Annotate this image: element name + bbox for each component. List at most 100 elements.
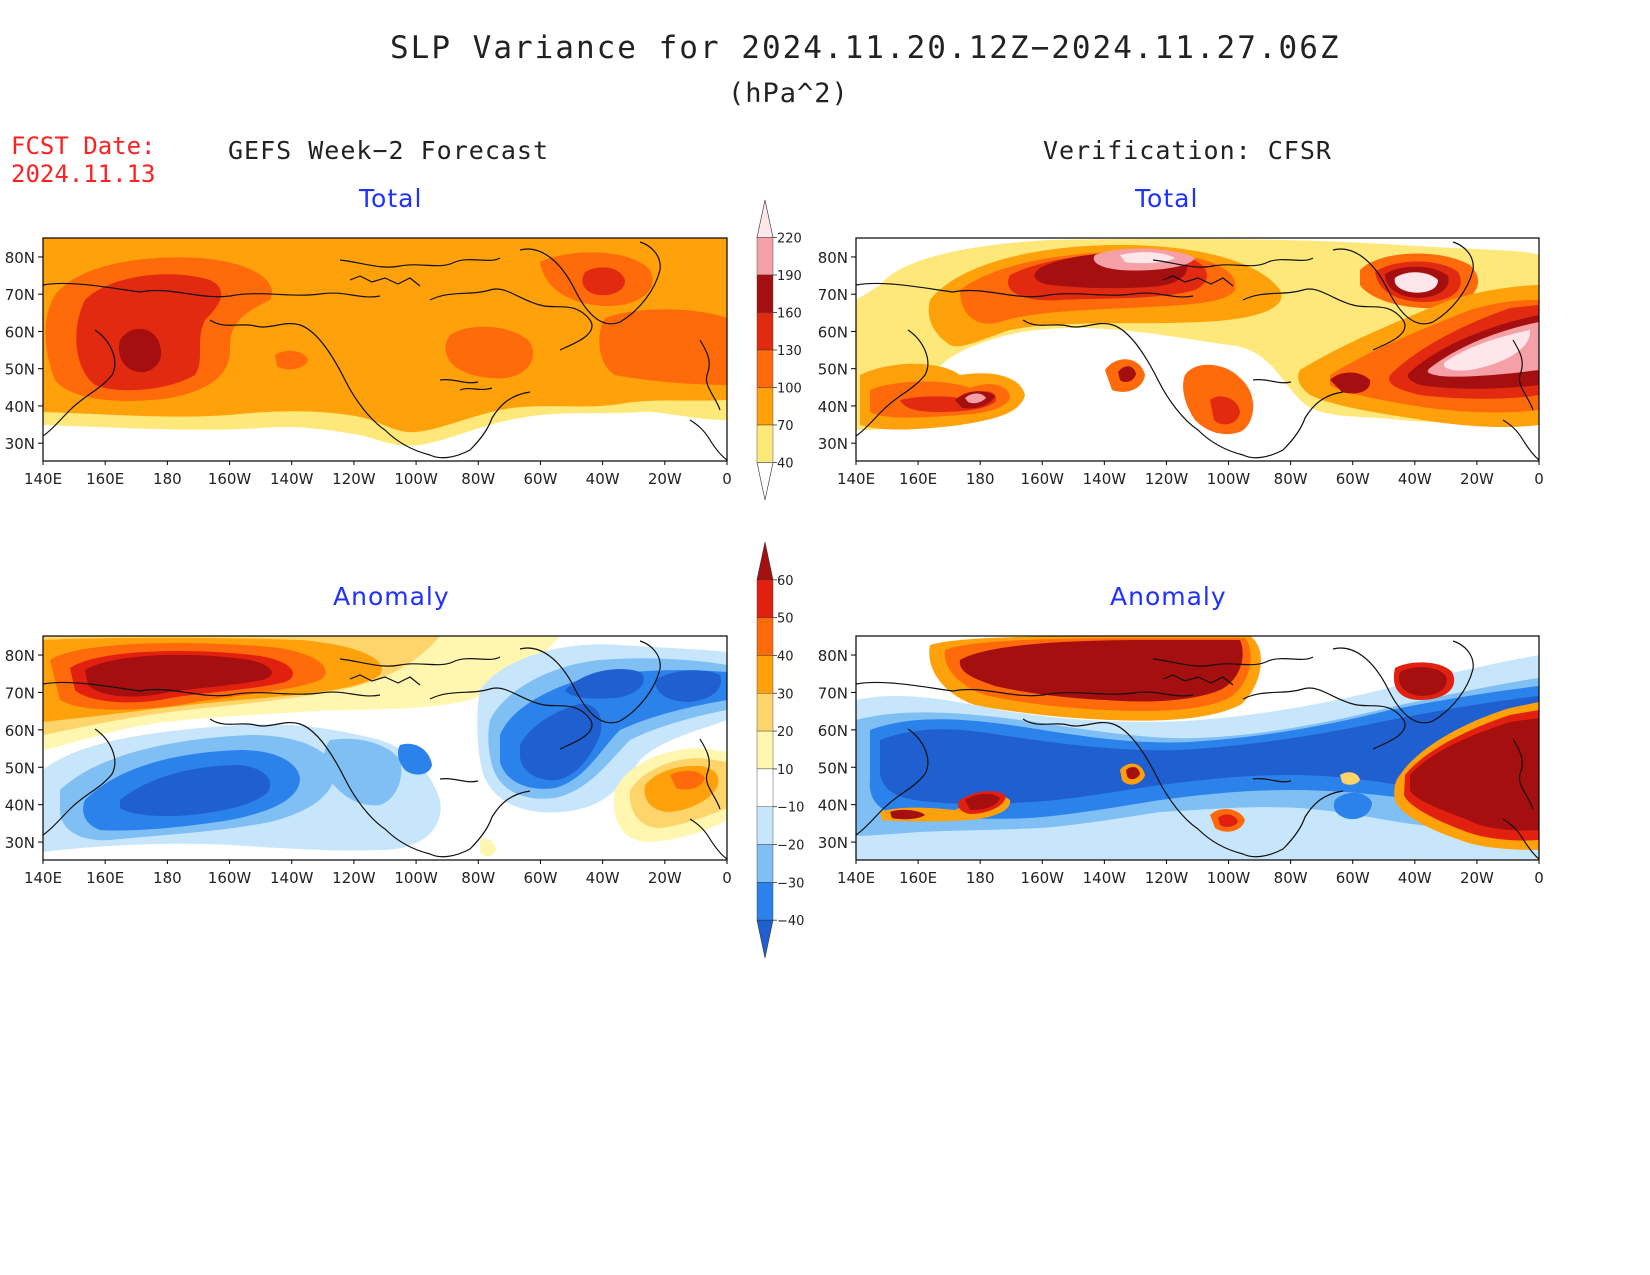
verification-total-lat-label: 40N	[818, 398, 848, 416]
anomaly-colorbar-swatch	[756, 693, 774, 732]
verification-anomaly-lon-label: 140W	[1083, 869, 1127, 887]
forecast-total-coastlines	[43, 241, 727, 461]
forecast-date-label: FCST Date:	[11, 132, 156, 160]
forecast-anomaly-lon-label: 140E	[24, 869, 62, 887]
forecast-anomaly-lat-label: 80N	[5, 647, 35, 665]
anomaly-colorbar-swatch	[756, 768, 774, 807]
anomaly-colorbar-swatch	[756, 655, 774, 694]
forecast-anomaly-lat-label: 40N	[5, 797, 35, 815]
units-subtitle: (hPa^2)	[728, 78, 849, 109]
anomaly-colorbar-label: 30	[777, 687, 794, 702]
total-colorbar-swatch	[756, 274, 774, 313]
verification-total-lon-label: 140E	[837, 470, 875, 488]
verification-total-heading: Total	[1135, 184, 1199, 213]
total-colorbar-label: 190	[777, 269, 802, 284]
anomaly-colorbar-label: −30	[777, 876, 804, 891]
forecast-total-lon-label: 100W	[394, 470, 438, 488]
anomaly-colorbar-label: −10	[777, 801, 804, 816]
forecast-total-lon-label: 120W	[332, 470, 376, 488]
forecast-anomaly-lon-label: 100W	[394, 869, 438, 887]
verification-total-lat-label: 60N	[818, 323, 848, 341]
verification-anomaly-lat-label: 30N	[818, 834, 848, 852]
verification-total-coastlines	[856, 241, 1539, 461]
forecast-total-lon-label: 40W	[586, 470, 620, 488]
verification-anomaly-coastlines	[856, 640, 1539, 860]
anomaly-colorbar-label: 60	[777, 574, 794, 589]
verification-anomaly-lon-label: 160W	[1021, 869, 1065, 887]
anomaly-colorbar-label: 10	[777, 763, 794, 778]
forecast-total-lat-label: 70N	[5, 286, 35, 304]
anomaly-colorbar-swatch	[756, 617, 774, 656]
forecast-anomaly-map	[43, 636, 727, 860]
verification-total-lat-label: 30N	[818, 435, 848, 453]
total-colorbar: 40 70 100 130 160 190 220	[756, 199, 802, 501]
verification-anomaly-lon-label: 140E	[837, 869, 875, 887]
left-column-title: GEFS Week−2 Forecast	[228, 136, 550, 165]
forecast-anomaly-lon-label: 80W	[461, 869, 495, 887]
forecast-total-lon-label: 80W	[461, 470, 495, 488]
forecast-total-lon-label: 160W	[208, 470, 252, 488]
verification-total-frame	[855, 237, 1540, 462]
anomaly-colorbar-swatch	[756, 579, 774, 618]
total-colorbar-swatch	[756, 424, 774, 463]
forecast-anomaly-lon-label: 60W	[523, 869, 557, 887]
anomaly-colorbar-swatch	[756, 730, 774, 770]
forecast-date-value: 2024.11.13	[11, 160, 156, 188]
total-colorbar-cap	[756, 199, 774, 238]
verification-total-lon-label: 0	[1534, 470, 1544, 488]
verification-total-lat-label: 70N	[818, 286, 848, 304]
forecast-total-lat-label: 30N	[5, 435, 35, 453]
verification-total-lon-label: 160E	[899, 470, 937, 488]
forecast-anomaly-lat-label: 30N	[5, 834, 35, 852]
anomaly-colorbar-label: −20	[777, 839, 804, 854]
main-title: SLP Variance for 2024.11.20.12Z−2024.11.…	[390, 30, 1341, 66]
verification-total-lon-label: 160W	[1021, 470, 1065, 488]
total-colorbar-label: 40	[777, 457, 794, 472]
verification-total-lon-label: 100W	[1207, 470, 1251, 488]
total-colorbar-swatch	[756, 237, 774, 276]
verification-anomaly-frame	[855, 635, 1540, 861]
verification-total-lat-label: 50N	[818, 361, 848, 379]
total-colorbar-label: 160	[777, 307, 802, 322]
total-colorbar-label: 220	[777, 232, 802, 247]
anomaly-colorbar-swatch	[756, 882, 774, 921]
verification-total-lon-label: 40W	[1398, 470, 1432, 488]
forecast-total-lat-label: 40N	[5, 398, 35, 416]
verification-anomaly-lon-label: 100W	[1207, 869, 1251, 887]
verification-total-map	[856, 238, 1539, 461]
forecast-total-lat-label: 80N	[5, 249, 35, 267]
anomaly-colorbar-swatch	[756, 806, 774, 845]
anomaly-colorbar-swatch	[756, 844, 774, 883]
verification-total-lon-label: 120W	[1145, 470, 1189, 488]
forecast-anomaly-lon-label: 0	[722, 869, 732, 887]
forecast-anomaly-lon-label: 160W	[208, 869, 252, 887]
verification-total-lon-label: 180	[966, 470, 995, 488]
verification-anomaly-lat-label: 50N	[818, 759, 848, 777]
forecast-total-frame	[42, 237, 728, 462]
verification-anomaly-lat-label: 40N	[818, 797, 848, 815]
verification-anomaly-lon-label: 180	[966, 869, 995, 887]
verification-total-lon-label: 140W	[1083, 470, 1127, 488]
forecast-anomaly-lat-label: 60N	[5, 722, 35, 740]
forecast-total-map	[43, 238, 727, 461]
anomaly-colorbar-cap	[756, 541, 774, 581]
verification-anomaly-lon-label: 160E	[899, 869, 937, 887]
total-colorbar-cap	[756, 462, 774, 501]
forecast-anomaly-lat-label: 70N	[5, 684, 35, 702]
forecast-total-lon-label: 60W	[523, 470, 557, 488]
anomaly-colorbar-label: 50	[777, 612, 794, 627]
forecast-total-heading: Total	[359, 184, 423, 213]
forecast-anomaly-lon-label: 20W	[648, 869, 682, 887]
verification-total-lon-label: 80W	[1274, 470, 1308, 488]
verification-anomaly-heading: Anomaly	[1110, 582, 1227, 611]
forecast-anomaly-lon-label: 180	[153, 869, 182, 887]
anomaly-colorbar-label: 40	[777, 649, 794, 664]
anomaly-colorbar-cap	[756, 919, 774, 959]
verification-anomaly-map	[856, 636, 1539, 860]
verification-anomaly-lat-label: 70N	[818, 684, 848, 702]
forecast-anomaly-lon-label: 40W	[586, 869, 620, 887]
anomaly-colorbar: −40 −30 −20 −10 10 20 30 40 50 60	[756, 541, 804, 959]
verification-anomaly-lat-label: 60N	[818, 722, 848, 740]
forecast-total-lon-label: 20W	[648, 470, 682, 488]
